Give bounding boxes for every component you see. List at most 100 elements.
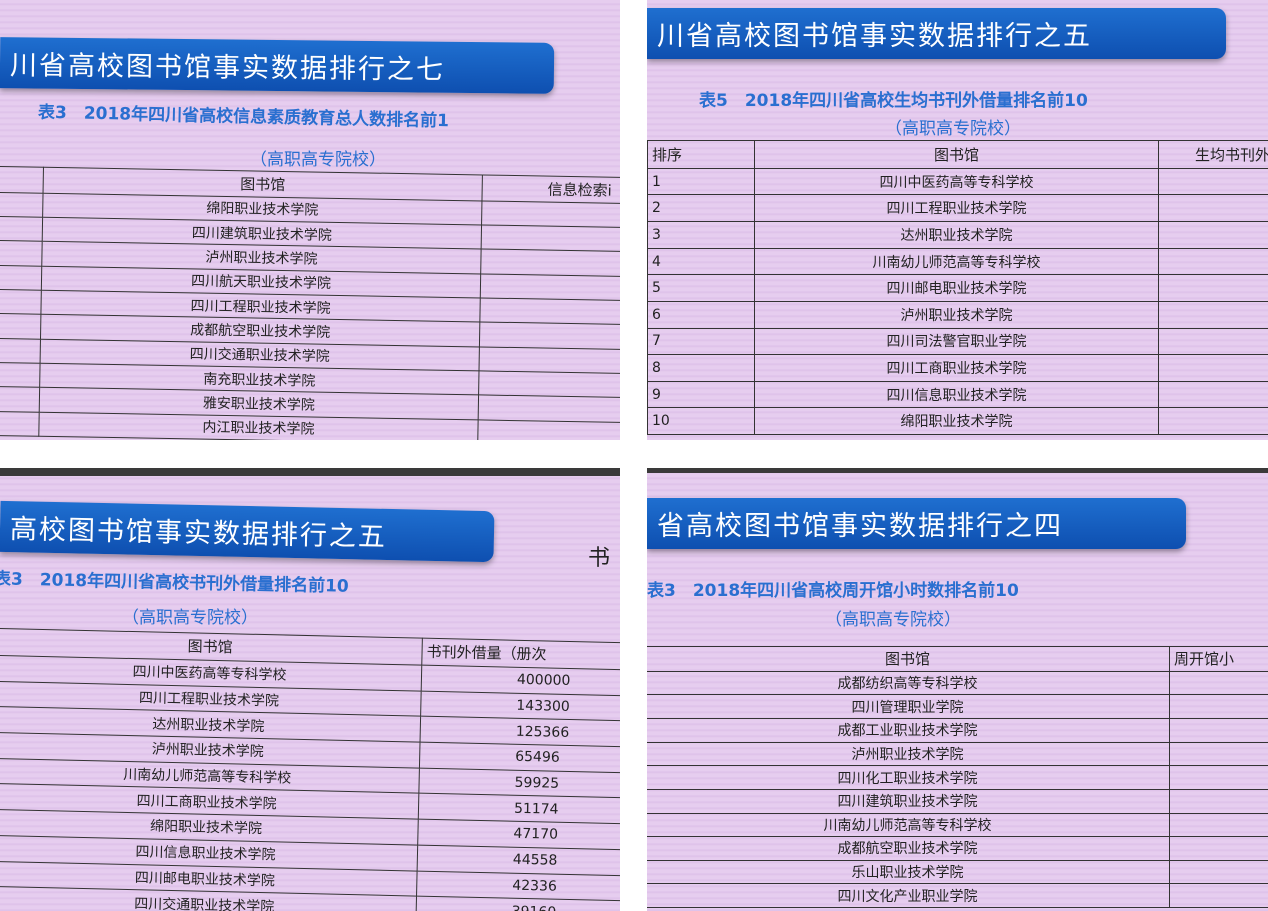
value-cell: 5 (480, 273, 620, 302)
rank-cell: 2 (647, 194, 755, 223)
library-name-cell: 四川中医药高等专科学校 (754, 167, 1159, 196)
table-row: 四川化工职业技术学院 (647, 765, 1268, 790)
value-cell: 4 (478, 346, 620, 375)
empty-cell (1158, 327, 1268, 356)
table-row: 10 绵阳职业技术学院 (647, 407, 1268, 435)
table-subtitle: （高职高专院校） (250, 150, 386, 170)
table-row: 泸州职业技术学院 (647, 741, 1268, 767)
rank-cell: 1 (647, 167, 755, 196)
col-header-library: 图书馆 (754, 140, 1159, 169)
slide-banner: 川省高校图书馆事实数据排行之七 (0, 37, 555, 94)
empty-cell (0, 289, 42, 315)
empty-cell (1169, 812, 1268, 838)
col-header-rank (0, 166, 44, 193)
slide-photo-3: 高校图书馆事实数据排行之五 书 表3 2018年四川省高校书刊外借量排名前10 … (0, 468, 620, 911)
library-name-cell: 成都纺织高等专科学校 (647, 670, 1170, 696)
empty-cell (1158, 354, 1268, 382)
rank-cell: 3 (647, 221, 755, 249)
table-row: 四川管理职业学院 (647, 694, 1268, 719)
empty-cell (1169, 765, 1268, 790)
slide-photo-4: 省高校图书馆事实数据排行之四 表3 2018年四川省高校周开馆小时数排名前10 … (647, 468, 1268, 911)
table-row: 四川文化产业职业学院 (647, 883, 1268, 908)
value-cell: 4 (477, 419, 620, 440)
ranking-table: 图书馆 周开馆小 成都纺织高等专科学校 四川管理职业学院 成都工业职业技术学院 泸州职业… (647, 646, 1268, 908)
table-row: 3 达州职业技术学院 (647, 221, 1268, 249)
table-row: 2 四川工程职业技术学院 (647, 194, 1268, 223)
value-cell: 8 (481, 200, 620, 229)
table-row: 1 四川中医药高等专科学校 (647, 167, 1268, 196)
slide-photo-2: 川省高校图书馆事实数据排行之五 表5 2018年四川省高校生均书刊外借量排名前1… (647, 0, 1268, 440)
table-header-row: 图书馆 周开馆小 (647, 646, 1268, 672)
rank-cell: 6 (647, 300, 755, 329)
table-row: 4 川南幼儿师范高等专科学校 (647, 247, 1268, 276)
col-header-library: 图书馆 (647, 646, 1170, 672)
table-subtitle: （高职高专院校） (122, 608, 258, 628)
empty-cell (1169, 883, 1268, 908)
empty-cell (0, 240, 43, 266)
col-header-rank: 排序 (647, 140, 755, 169)
empty-cell (1169, 741, 1268, 767)
table-title: 表3 2018年四川省高校书刊外借量排名前10 (0, 569, 349, 597)
value-cell: 5 (480, 249, 620, 277)
table-subtitle: （高职高专院校） (885, 119, 1021, 139)
table-header-row: 排序 图书馆 生均书刊外 (647, 140, 1268, 169)
table-title: 表3 2018年四川省高校周开馆小时数排名前10 (647, 581, 1019, 601)
library-name-cell: 成都航空职业技术学院 (647, 836, 1170, 861)
empty-cell (1158, 247, 1268, 276)
library-name-cell: 四川工商职业技术学院 (754, 354, 1159, 382)
value-cell: 4 (479, 322, 620, 350)
table-row: 7 四川司法警官职业学院 (647, 327, 1268, 356)
empty-cell (1169, 788, 1268, 814)
table-title: 表5 2018年四川省高校生均书刊外借量排名前10 (699, 91, 1088, 111)
value-cell: 4 (478, 370, 620, 399)
table-row: 川南幼儿师范高等专科学校 (647, 812, 1268, 838)
library-name-cell: 四川文化产业职业学院 (647, 883, 1170, 908)
rank-cell: 7 (647, 327, 755, 356)
rank-cell: 9 (647, 380, 755, 409)
col-header-value: 生均书刊外 (1158, 140, 1268, 169)
empty-cell (1169, 670, 1268, 696)
library-name-cell: 川南幼儿师范高等专科学校 (754, 247, 1159, 276)
table-row: 成都航空职业技术学院 (647, 836, 1268, 861)
library-name-cell: 四川司法警官职业学院 (754, 327, 1159, 356)
empty-cell (0, 411, 40, 437)
value-cell: 4 (478, 395, 620, 423)
rank-cell: 8 (647, 354, 755, 382)
screen-bezel (0, 468, 620, 476)
empty-cell (0, 265, 42, 291)
slide-banner: 高校图书馆事实数据排行之五 (0, 500, 495, 563)
empty-cell (0, 362, 41, 388)
empty-cell (1158, 407, 1268, 435)
empty-cell (0, 338, 41, 364)
library-name-cell: 绵阳职业技术学院 (754, 407, 1159, 435)
screen-bezel (647, 468, 1268, 473)
table-subtitle: （高职高专院校） (825, 610, 961, 630)
ranking-table: 排序 图书馆 生均书刊外 1 四川中医药高等专科学校 2 四川工程职业技术学院 3 达州职业技… (647, 140, 1268, 435)
library-name-cell: 四川信息职业技术学院 (754, 380, 1159, 409)
slide-banner: 省高校图书馆事实数据排行之四 (647, 498, 1186, 549)
table-row: 9 四川信息职业技术学院 (647, 380, 1268, 409)
library-name-cell: 成都工业职业技术学院 (647, 718, 1170, 743)
rank-cell: 10 (647, 407, 755, 435)
table-row: 乐山职业技术学院 (647, 859, 1268, 885)
library-name-cell: 川南幼儿师范高等专科学校 (647, 812, 1170, 838)
empty-cell (1158, 380, 1268, 409)
table-row: 四川建筑职业技术学院 (647, 788, 1268, 814)
table-title: 表3 2018年四川省高校信息素质教育总人数排名前1 (37, 102, 450, 132)
empty-cell (1169, 859, 1268, 885)
empty-cell (0, 216, 43, 242)
slide-banner: 川省高校图书馆事实数据排行之五 (647, 8, 1226, 59)
library-name-cell: 四川建筑职业技术学院 (647, 788, 1170, 814)
slide-photo-1: 川省高校图书馆事实数据排行之七 表3 2018年四川省高校信息素质教育总人数排名… (0, 0, 620, 440)
empty-cell (0, 386, 40, 412)
empty-cell (0, 192, 44, 218)
library-name-cell: 乐山职业技术学院 (647, 859, 1170, 885)
rank-cell: 4 (647, 247, 755, 276)
empty-cell (1158, 300, 1268, 329)
library-name-cell: 四川管理职业学院 (647, 694, 1170, 719)
table-row: 成都纺织高等专科学校 (647, 670, 1268, 696)
library-name-cell: 四川工程职业技术学院 (754, 194, 1159, 223)
ranking-table: 图书馆 书刊外借量（册次 四川中医药高等专科学校 400000 四川工程职业技术学院 1… (0, 628, 620, 911)
table-row: 5 四川邮电职业技术学院 (647, 274, 1268, 302)
